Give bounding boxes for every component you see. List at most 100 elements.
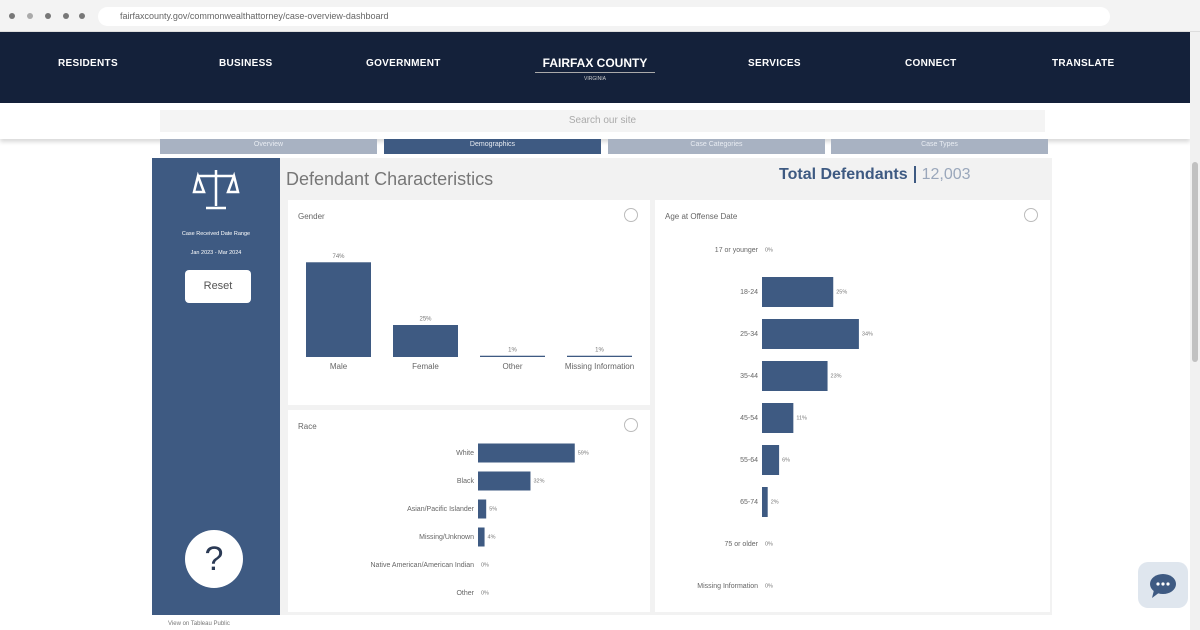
value-label: 5% bbox=[489, 506, 497, 512]
bar bbox=[567, 355, 632, 357]
value-label: 25% bbox=[836, 289, 847, 295]
scales-icon bbox=[192, 170, 240, 210]
scrollbar[interactable] bbox=[1190, 32, 1200, 630]
category-label-box: Male bbox=[329, 362, 348, 371]
category-label: Female bbox=[412, 362, 439, 371]
tab[interactable]: Demographics bbox=[384, 139, 601, 154]
bar bbox=[478, 443, 575, 463]
bar bbox=[762, 403, 794, 433]
category-label: Missing/Unknown bbox=[419, 534, 474, 541]
tab[interactable]: Case Types bbox=[831, 139, 1048, 154]
value-label: 0% bbox=[765, 583, 773, 589]
logo-title[interactable]: FAIRFAX COUNTY bbox=[535, 56, 655, 73]
chart: 74% Male 25% Female 1% Other 1% Missing Informa… bbox=[306, 254, 635, 371]
address-bar[interactable]: fairfaxcounty.gov/commonwealthattorney/c… bbox=[98, 7, 1110, 26]
nav-link[interactable]: SERVICES bbox=[748, 58, 801, 69]
value-label: 0% bbox=[765, 247, 773, 253]
bar bbox=[478, 471, 531, 491]
chart-title: Age at Offense Date bbox=[665, 212, 738, 221]
category-label: 65-74 bbox=[740, 499, 758, 506]
value-label: 25% bbox=[419, 317, 432, 323]
chart-title: Race bbox=[298, 422, 317, 431]
total-value: 12,003 bbox=[921, 166, 971, 183]
search-bar: Search our site bbox=[0, 103, 1190, 139]
dashboard-title: Defendant Characteristics bbox=[286, 169, 494, 189]
site-nav: RESIDENTS BUSINESS GOVERNMENT FAIRFAX CO… bbox=[0, 32, 1200, 103]
bar bbox=[762, 277, 834, 307]
category-label-box: Missing Information bbox=[564, 362, 635, 371]
value-label: 32% bbox=[533, 478, 544, 484]
reset-button[interactable]: Reset bbox=[185, 270, 251, 303]
value-label: 1% bbox=[508, 347, 517, 353]
chart-panel: Race White 59% Black 32% Asian/Pacific Island… bbox=[288, 410, 650, 612]
value-label: 11% bbox=[796, 415, 807, 421]
value-label: 23% bbox=[831, 373, 842, 379]
scroll-thumb[interactable] bbox=[1192, 162, 1198, 362]
category-label: 55-64 bbox=[740, 457, 758, 464]
category-label: 35-44 bbox=[740, 373, 758, 380]
chart-title: Gender bbox=[298, 212, 325, 221]
category-label: Black bbox=[457, 478, 475, 485]
category-label: Other bbox=[456, 590, 474, 597]
category-label-box: Female bbox=[412, 362, 439, 371]
bar bbox=[762, 487, 768, 517]
value-label: 0% bbox=[481, 562, 489, 568]
category-label: Missing Information bbox=[697, 583, 758, 590]
nav-link[interactable]: BUSINESS bbox=[219, 58, 273, 69]
logo-subtitle: VIRGINIA bbox=[584, 76, 606, 82]
tableau-link[interactable]: View on Tableau Public bbox=[168, 621, 230, 627]
value-label: 0% bbox=[765, 541, 773, 547]
value-label: 6% bbox=[782, 457, 790, 463]
nav-link[interactable]: GOVERNMENT bbox=[366, 58, 441, 69]
bar bbox=[478, 527, 485, 547]
category-label: Other bbox=[502, 362, 523, 371]
category-label: 75 or older bbox=[725, 541, 759, 548]
tab[interactable]: Case Categories bbox=[608, 139, 825, 154]
total-label: Total Defendants bbox=[779, 166, 916, 183]
value-label: 0% bbox=[481, 590, 489, 596]
bar bbox=[393, 325, 458, 357]
chart-panel: Age at Offense Date 17 or younger 0% 18-24 2… bbox=[655, 200, 1050, 612]
category-label: 17 or younger bbox=[715, 247, 759, 254]
category-label: Asian/Pacific Islander bbox=[407, 506, 475, 513]
category-label: White bbox=[456, 450, 474, 457]
help-button[interactable]: ? bbox=[185, 530, 243, 588]
value-label: 34% bbox=[862, 331, 873, 337]
bar bbox=[762, 361, 828, 391]
bar bbox=[306, 262, 371, 357]
bar bbox=[478, 499, 487, 519]
value-label: 2% bbox=[771, 499, 779, 505]
bar bbox=[480, 355, 545, 357]
chart-panel: Gender 74% Male 25% Female 1% Other 1% Missing I… bbox=[288, 200, 650, 405]
info-button[interactable] bbox=[624, 418, 638, 432]
filter-range[interactable]: Jan 2023 - Mar 2024 bbox=[190, 250, 242, 256]
chart: White 59% Black 32% Asian/Pacific Islander 5%… bbox=[371, 443, 589, 597]
browser-buttons[interactable] bbox=[6, 10, 86, 22]
filter-label: Case Received Date Range bbox=[181, 231, 251, 237]
category-label: Male bbox=[329, 362, 348, 371]
category-label: 25-34 bbox=[740, 331, 758, 338]
tab[interactable]: Overview bbox=[160, 139, 377, 154]
total: Total Defendants 12,003 bbox=[779, 166, 971, 184]
value-label: 4% bbox=[488, 534, 496, 540]
info-button[interactable] bbox=[624, 208, 638, 222]
info-button[interactable] bbox=[1024, 208, 1038, 222]
nav-link[interactable]: TRANSLATE bbox=[1052, 58, 1115, 69]
chat-button[interactable] bbox=[1138, 562, 1188, 608]
browser-bar: fairfaxcounty.gov/commonwealthattorney/c… bbox=[0, 0, 1200, 32]
nav-link[interactable]: CONNECT bbox=[905, 58, 957, 69]
category-label: Native American/American Indian bbox=[371, 562, 475, 569]
nav-link[interactable]: RESIDENTS bbox=[58, 58, 118, 69]
category-label: Missing Information bbox=[564, 362, 635, 371]
category-label-box: Other bbox=[502, 362, 523, 371]
category-label: 18-24 bbox=[740, 289, 758, 296]
value-label: 1% bbox=[595, 347, 604, 353]
sidebar: Case Received Date Range Jan 2023 - Mar … bbox=[152, 158, 280, 615]
chart: 17 or younger 0% 18-24 25% 25-34 34% 35-44 23% 4… bbox=[697, 247, 873, 590]
category-label: 45-54 bbox=[740, 415, 758, 422]
value-label: 74% bbox=[332, 254, 345, 260]
search-input[interactable]: Search our site bbox=[160, 110, 1045, 132]
bar bbox=[762, 445, 780, 475]
bar bbox=[762, 319, 859, 349]
